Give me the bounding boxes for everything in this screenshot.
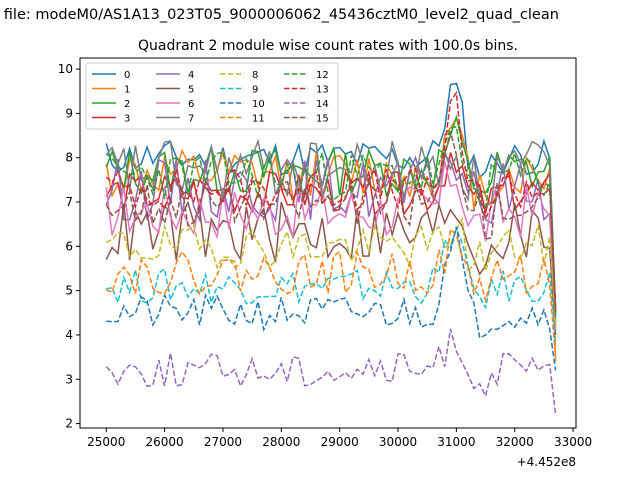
legend-label-10: 10 xyxy=(252,99,265,110)
x-tick-label: 27000 xyxy=(204,435,242,449)
legend-label-0: 0 xyxy=(124,70,130,81)
series-line-10 xyxy=(106,226,557,371)
series-line-11 xyxy=(106,227,557,358)
legend-label-3: 3 xyxy=(124,114,130,125)
series-line-4 xyxy=(105,153,557,327)
y-tick-label: 2 xyxy=(65,417,73,431)
legend-label-5: 5 xyxy=(188,85,194,96)
chart-title: Quadrant 2 module wise count rates with … xyxy=(138,38,518,54)
legend-label-11: 11 xyxy=(252,114,265,125)
x-tick-label: 30000 xyxy=(379,435,417,449)
x-tick-label: 29000 xyxy=(321,435,359,449)
axes-frame-border xyxy=(79,57,577,429)
x-offset-label: +4.452e8 xyxy=(517,455,576,469)
series-line-8 xyxy=(105,216,557,327)
legend-label-15: 15 xyxy=(316,114,329,125)
series-line-14 xyxy=(105,328,557,415)
y-tick-label: 6 xyxy=(65,239,73,253)
legend-label-12: 12 xyxy=(316,70,329,81)
y-tick-label: 5 xyxy=(65,284,73,298)
x-tick-label: 25000 xyxy=(87,435,125,449)
legend-label-8: 8 xyxy=(252,70,258,81)
x-tick-label: 32000 xyxy=(496,435,534,449)
series-line-9 xyxy=(106,226,557,344)
legend-label-2: 2 xyxy=(124,99,130,110)
legend-label-9: 9 xyxy=(252,85,258,96)
y-axis-ticks: 2 3 4 5 6 7 8 9 10 xyxy=(58,62,80,431)
series-line-5 xyxy=(105,200,557,335)
legend-label-13: 13 xyxy=(316,85,329,96)
legend-label-7: 7 xyxy=(188,114,194,125)
series-line-15 xyxy=(105,131,557,313)
y-tick-label: 7 xyxy=(65,195,73,209)
y-tick-label: 10 xyxy=(58,62,73,76)
legend-label-6: 6 xyxy=(188,99,194,110)
y-tick-label: 3 xyxy=(65,372,73,386)
legend-label-14: 14 xyxy=(316,99,329,110)
series-line-1 xyxy=(105,116,557,362)
figure-suptitle: n file: modeM0/AS1A13_023T05_9000006062_… xyxy=(0,7,559,23)
legend-box xyxy=(85,62,339,130)
series-layer xyxy=(105,82,557,415)
x-tick-label: 28000 xyxy=(262,435,300,449)
series-line-6 xyxy=(105,161,557,331)
x-tick-label: 26000 xyxy=(146,435,184,449)
legend-label-1: 1 xyxy=(124,85,130,96)
y-tick-label: 9 xyxy=(65,106,73,120)
x-tick-label: 31000 xyxy=(437,435,475,449)
legend-label-4: 4 xyxy=(188,70,194,81)
y-tick-label: 4 xyxy=(65,328,73,342)
y-tick-label: 8 xyxy=(65,151,73,165)
x-axis-ticks: 25000 26000 27000 28000 29000 30000 31000 32000… xyxy=(87,428,592,449)
x-tick-label: 33000 xyxy=(554,435,592,449)
